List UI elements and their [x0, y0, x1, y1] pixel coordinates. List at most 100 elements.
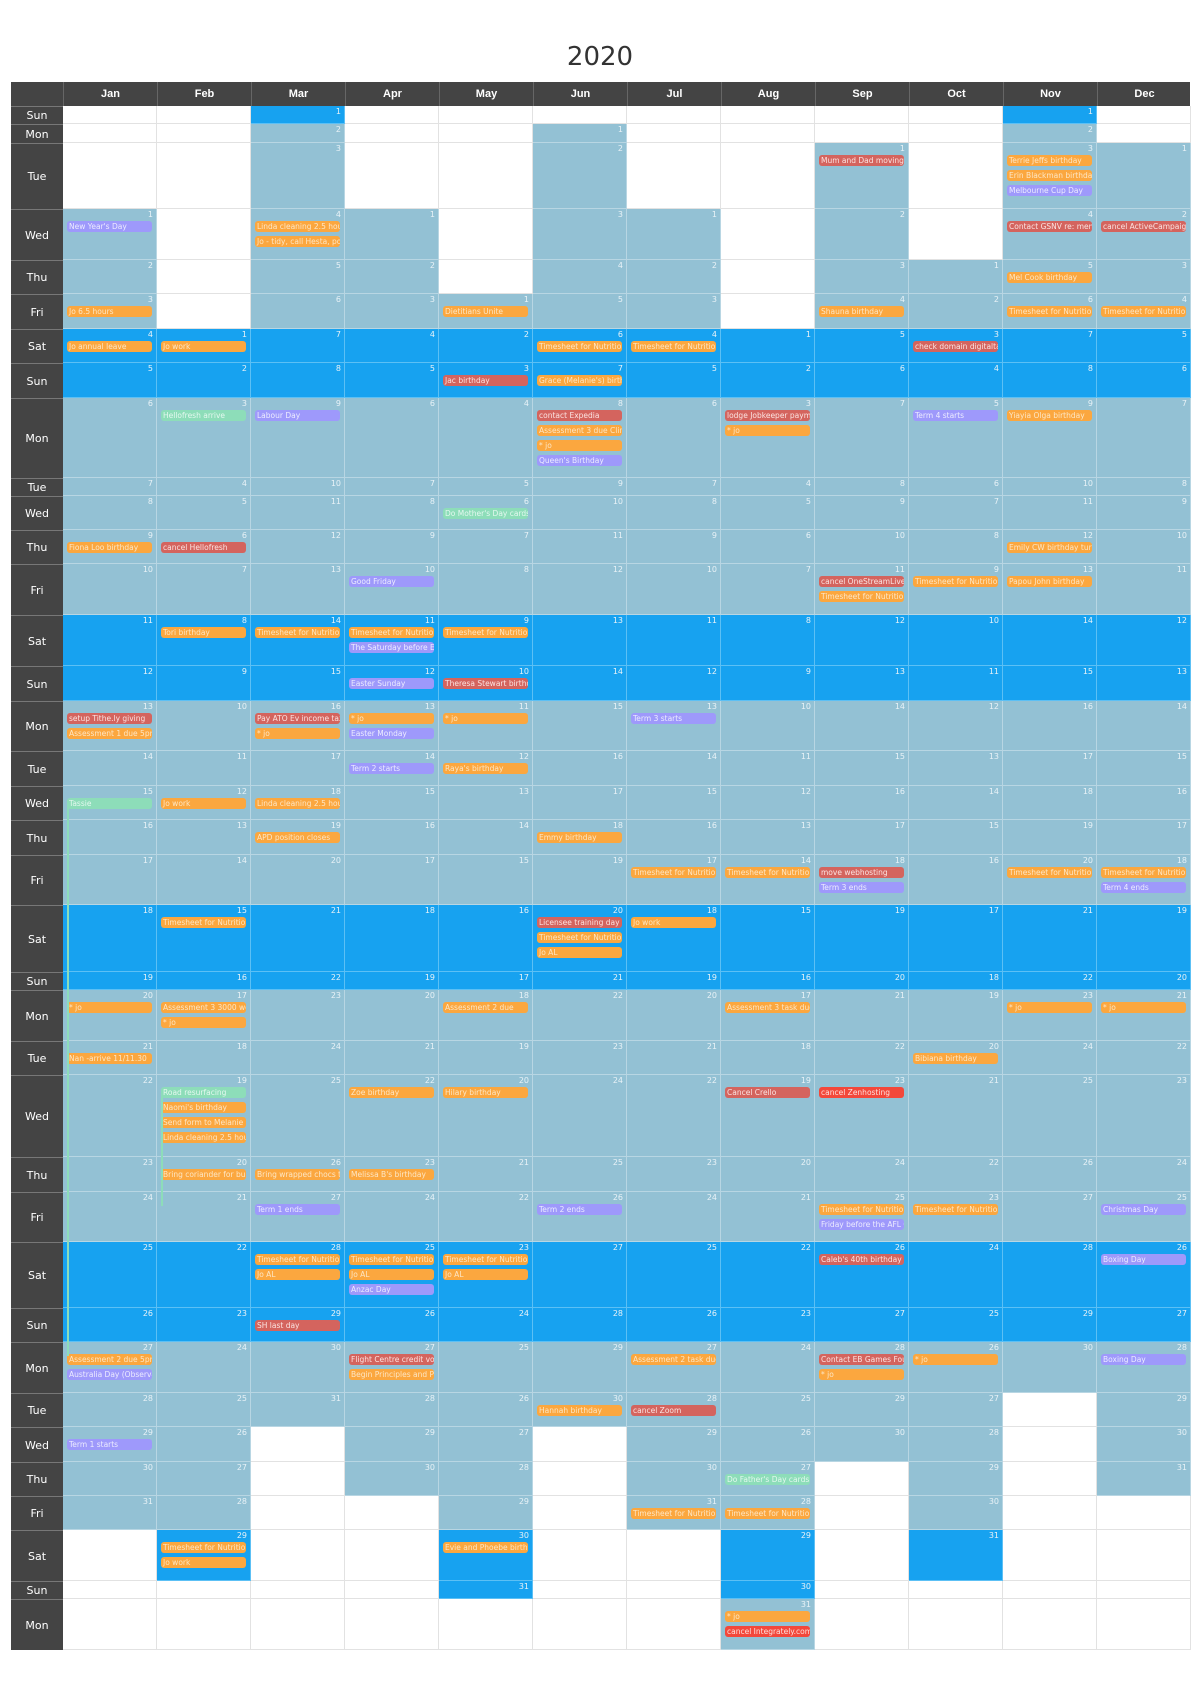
- day-cell-nov-2[interactable]: 2: [1003, 124, 1097, 143]
- day-cell-apr-28[interactable]: 28: [345, 1393, 439, 1427]
- day-cell-sep-20[interactable]: 20: [815, 972, 909, 990]
- day-cell-dec-22[interactable]: 22: [1097, 1041, 1191, 1075]
- day-cell-nov-27[interactable]: 27: [1003, 1192, 1097, 1242]
- day-cell-oct-16[interactable]: 16: [909, 855, 1003, 905]
- day-cell-mar-13[interactable]: 13: [251, 564, 345, 615]
- day-cell-feb-29[interactable]: 29 Timesheet for Nutrition Jo work: [157, 1530, 251, 1581]
- day-cell-oct-24[interactable]: 24: [909, 1242, 1003, 1308]
- day-cell-mar-17[interactable]: 17: [251, 751, 345, 786]
- day-cell-jan-3[interactable]: 3 Jo 6.5 hours: [63, 294, 157, 329]
- day-cell-jul-11[interactable]: 11: [627, 615, 721, 666]
- day-cell-dec-19[interactable]: 19: [1097, 905, 1191, 972]
- day-cell-feb-27[interactable]: 27: [157, 1462, 251, 1496]
- day-cell-mar-21[interactable]: 21: [251, 905, 345, 972]
- day-cell-dec-25[interactable]: 25 Christmas Day: [1097, 1192, 1191, 1242]
- calendar-event[interactable]: Flight Centre credit voucher: [349, 1354, 434, 1365]
- day-cell-jun-15[interactable]: 15: [533, 701, 627, 751]
- day-cell-oct-26[interactable]: 26 * jo: [909, 1342, 1003, 1393]
- day-cell-nov-24[interactable]: 24: [1003, 1041, 1097, 1075]
- day-cell-jan-10[interactable]: 10: [63, 564, 157, 615]
- day-cell-apr-29[interactable]: 29: [345, 1427, 439, 1462]
- calendar-event[interactable]: Assessment 3 due Clinical: [537, 425, 622, 436]
- calendar-event[interactable]: Assessment 3 task due 5: [725, 1002, 810, 1013]
- day-cell-oct-20[interactable]: 20 Bibiana birthday: [909, 1041, 1003, 1075]
- day-cell-nov-17[interactable]: 17: [1003, 751, 1097, 786]
- day-cell-aug-21[interactable]: 21: [721, 1192, 815, 1242]
- calendar-event[interactable]: Tori birthday: [161, 627, 246, 638]
- day-cell-mar-12[interactable]: 12: [251, 530, 345, 564]
- day-cell-aug-26[interactable]: 26: [721, 1427, 815, 1462]
- day-cell-dec-24[interactable]: 24: [1097, 1157, 1191, 1192]
- calendar-event[interactable]: Assessment 2 task due: [631, 1354, 716, 1365]
- calendar-event[interactable]: * jo: [161, 1017, 246, 1028]
- day-cell-may-29[interactable]: 29: [439, 1496, 533, 1530]
- day-cell-oct-5[interactable]: 5 Term 4 starts: [909, 398, 1003, 478]
- day-cell-dec-10[interactable]: 10: [1097, 530, 1191, 564]
- day-cell-jul-20[interactable]: 20: [627, 990, 721, 1041]
- calendar-event[interactable]: Terrie Jeffs birthday: [1007, 155, 1092, 166]
- day-cell-jul-7[interactable]: 7: [627, 478, 721, 496]
- day-cell-sep-12[interactable]: 12: [815, 615, 909, 666]
- day-cell-apr-9[interactable]: 9: [345, 530, 439, 564]
- day-cell-jul-4[interactable]: 4 Timesheet for Nutrition: [627, 329, 721, 363]
- calendar-event[interactable]: Timesheet for Nutrition: [1101, 306, 1186, 317]
- day-cell-apr-19[interactable]: 19: [345, 972, 439, 990]
- day-cell-jan-1[interactable]: 1 New Year's Day: [63, 209, 157, 260]
- day-cell-jul-31[interactable]: 31 Timesheet for Nutrition: [627, 1496, 721, 1530]
- day-cell-nov-14[interactable]: 14: [1003, 615, 1097, 666]
- day-cell-mar-5[interactable]: 5: [251, 260, 345, 294]
- calendar-event[interactable]: Hannah birthday: [537, 1405, 622, 1416]
- day-cell-apr-16[interactable]: 16: [345, 820, 439, 855]
- day-cell-oct-31[interactable]: 31: [909, 1530, 1003, 1581]
- day-cell-may-10[interactable]: 10 Theresa Stewart birthday: [439, 666, 533, 701]
- day-cell-jun-18[interactable]: 18 Emmy birthday: [533, 820, 627, 855]
- day-cell-jan-23[interactable]: 23: [63, 1157, 157, 1192]
- day-cell-jan-12[interactable]: 12: [63, 666, 157, 701]
- day-cell-may-6[interactable]: 6 Do Mother's Day cards: [439, 496, 533, 530]
- calendar-event[interactable]: Jo AL: [349, 1269, 434, 1280]
- calendar-event[interactable]: Linda cleaning 2.5 hours: [255, 798, 340, 809]
- calendar-event[interactable]: * jo: [819, 1369, 904, 1380]
- day-cell-jul-26[interactable]: 26: [627, 1308, 721, 1342]
- day-cell-sep-21[interactable]: 21: [815, 990, 909, 1041]
- day-cell-jan-8[interactable]: 8: [63, 496, 157, 530]
- day-cell-oct-13[interactable]: 13: [909, 751, 1003, 786]
- day-cell-apr-8[interactable]: 8: [345, 496, 439, 530]
- calendar-event[interactable]: move webhosting: [819, 867, 904, 878]
- day-cell-mar-8[interactable]: 8: [251, 363, 345, 398]
- day-cell-jan-13[interactable]: 13 setup Tithe.ly giving Assessment 1 due …: [63, 701, 157, 751]
- day-cell-nov-28[interactable]: 28: [1003, 1242, 1097, 1308]
- day-cell-apr-10[interactable]: 10 Good Friday: [345, 564, 439, 615]
- day-cell-jul-21[interactable]: 21: [627, 1041, 721, 1075]
- calendar-event[interactable]: cancel ActiveCampaign: [1101, 221, 1186, 232]
- day-cell-aug-22[interactable]: 22: [721, 1242, 815, 1308]
- day-cell-feb-12[interactable]: 12 Jo work: [157, 786, 251, 820]
- calendar-event[interactable]: * jo: [443, 713, 528, 724]
- day-cell-nov-19[interactable]: 19: [1003, 820, 1097, 855]
- day-cell-feb-11[interactable]: 11: [157, 751, 251, 786]
- day-cell-dec-8[interactable]: 8: [1097, 478, 1191, 496]
- day-cell-nov-20[interactable]: 20 Timesheet for Nutrition: [1003, 855, 1097, 905]
- day-cell-dec-4[interactable]: 4 Timesheet for Nutrition: [1097, 294, 1191, 329]
- day-cell-may-21[interactable]: 21: [439, 1157, 533, 1192]
- day-cell-jul-22[interactable]: 22: [627, 1075, 721, 1157]
- day-cell-mar-27[interactable]: 27 Term 1 ends: [251, 1192, 345, 1242]
- calendar-event[interactable]: Anzac Day: [349, 1284, 434, 1295]
- day-cell-mar-14[interactable]: 14 Timesheet for Nutrition: [251, 615, 345, 666]
- calendar-event[interactable]: * jo: [67, 1002, 152, 1013]
- day-cell-oct-4[interactable]: 4: [909, 363, 1003, 398]
- calendar-event[interactable]: Naomi's birthday: [161, 1102, 246, 1113]
- day-cell-apr-23[interactable]: 23 Melissa B's birthday: [345, 1157, 439, 1192]
- day-cell-feb-17[interactable]: 17 Assessment 3 3000 words * jo: [157, 990, 251, 1041]
- day-cell-aug-1[interactable]: 1: [721, 329, 815, 363]
- calendar-event[interactable]: * jo: [913, 1354, 998, 1365]
- day-cell-aug-12[interactable]: 12: [721, 786, 815, 820]
- day-cell-oct-14[interactable]: 14: [909, 786, 1003, 820]
- calendar-event[interactable]: cancel Integrately.com: [725, 1626, 810, 1637]
- day-cell-apr-27[interactable]: 27 Flight Centre credit voucher Begin Prin…: [345, 1342, 439, 1393]
- calendar-event[interactable]: * jo: [725, 425, 810, 436]
- calendar-event[interactable]: Friday before the AFL Grand Final: [819, 1219, 904, 1230]
- day-cell-sep-14[interactable]: 14: [815, 701, 909, 751]
- calendar-event[interactable]: Zoe birthday: [349, 1087, 434, 1098]
- day-cell-aug-20[interactable]: 20: [721, 1157, 815, 1192]
